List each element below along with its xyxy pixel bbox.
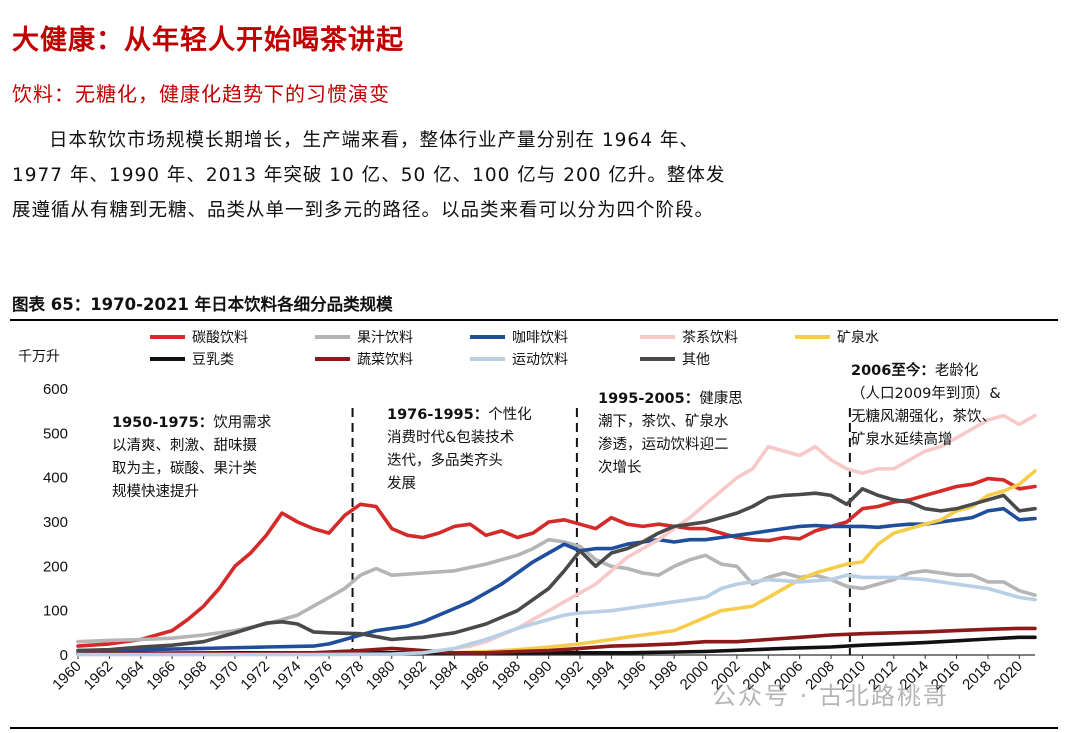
x-tick-label: 1966 xyxy=(143,658,179,694)
section-subtitle: 饮料：无糖化，健康化趋势下的习惯演变 xyxy=(12,82,390,106)
period-annotation-line: （人口2009年到顶）& xyxy=(851,385,1001,402)
period-annotation-line: 发展 xyxy=(387,475,416,492)
period-annotation-line: 次增长 xyxy=(598,459,642,476)
x-tick-label: 1984 xyxy=(426,658,462,694)
y-tick-label: 200 xyxy=(43,558,68,575)
x-tick-label: 1978 xyxy=(332,658,368,694)
period-annotation: 2006至今：老龄化 xyxy=(851,361,978,379)
series-line-碳酸饮料 xyxy=(76,476,1037,648)
y-tick-label: 500 xyxy=(43,425,68,442)
x-tick-label: 1972 xyxy=(237,658,273,694)
period-annotation-line: 矿泉水延续高增 xyxy=(851,431,953,448)
series-line-矿泉水 xyxy=(452,469,1037,655)
period-annotation-line: 渗透，运动饮料迎二 xyxy=(598,436,729,453)
period-annotation-line: 无糖风潮强化，茶饮、 xyxy=(851,408,996,425)
y-tick-label: 600 xyxy=(43,381,68,398)
period-annotation: 1995-2005：健康思 xyxy=(598,390,743,407)
period-annotation-line: 潮下，茶饮、矿泉水 xyxy=(598,413,729,430)
y-tick-label: 400 xyxy=(43,470,68,487)
x-tick-label: 1976 xyxy=(300,658,336,694)
x-tick-label: 2020 xyxy=(991,658,1027,694)
series-line-运动饮料 xyxy=(76,573,1037,657)
legend-label: 茶系饮料 xyxy=(682,330,738,346)
legend-label: 其他 xyxy=(682,352,710,368)
x-tick-label: 2018 xyxy=(959,658,995,694)
period-annotation-line: 规模快速提升 xyxy=(112,483,199,500)
legend-label: 果汁饮料 xyxy=(357,330,413,346)
x-tick-label: 1998 xyxy=(645,658,681,694)
y-tick-label: 0 xyxy=(60,647,68,664)
y-unit-label: 千万升 xyxy=(18,349,60,365)
figure-top-rule xyxy=(10,319,1058,321)
period-annotation-line: 以清爽、刺激、甜味摄 xyxy=(112,437,257,454)
period-annotation: 1976-1995：个性化 xyxy=(387,406,532,423)
series-line-其他 xyxy=(76,487,1037,653)
series-line-蔬菜饮料 xyxy=(76,626,1037,656)
legend-label: 蔬菜饮料 xyxy=(357,352,413,368)
period-annotation-line: 取为主，碳酸、果汁类 xyxy=(112,460,257,477)
x-tick-label: 1986 xyxy=(457,658,493,694)
legend-label: 豆乳类 xyxy=(192,352,234,368)
x-tick-label: 1994 xyxy=(583,658,619,694)
figure-bottom-rule xyxy=(10,727,1058,729)
series-line-茶系饮料 xyxy=(452,413,1037,651)
period-annotation-line: 消费时代&包装技术 xyxy=(387,429,514,446)
watermark: 公众号 · 古北路桃哥 xyxy=(712,682,949,710)
x-tick-label: 1988 xyxy=(488,658,524,694)
x-tick-label: 1974 xyxy=(269,658,305,694)
x-tick-label: 1982 xyxy=(394,658,430,694)
period-annotation: 1950-1975：饮用需求 xyxy=(112,414,272,431)
intro-paragraph: 日本软饮市场规模长期增长，生产端来看，整体行业产量分别在 1964 年、1977… xyxy=(12,130,726,221)
page-title: 大健康：从年轻人开始喝茶讲起 xyxy=(12,25,404,56)
x-tick-label: 1962 xyxy=(81,658,117,694)
legend-label: 运动饮料 xyxy=(512,352,568,368)
x-tick-label: 1980 xyxy=(363,658,399,694)
x-tick-label: 1964 xyxy=(112,658,148,694)
series-line-果汁饮料 xyxy=(76,537,1037,644)
y-tick-label: 100 xyxy=(43,603,68,620)
x-tick-label: 1968 xyxy=(175,658,211,694)
period-annotation-line: 迭代，多品类齐头 xyxy=(387,452,503,469)
x-tick-label: 2000 xyxy=(677,658,713,694)
x-tick-label: 1996 xyxy=(614,658,650,694)
figure-title: 图表 65：1970-2021 年日本饮料各细分品类规模 xyxy=(12,295,393,314)
y-tick-label: 300 xyxy=(43,514,68,531)
x-tick-label: 1992 xyxy=(551,658,587,694)
legend-label: 碳酸饮料 xyxy=(192,330,248,346)
x-tick-label: 1970 xyxy=(206,658,242,694)
legend-label: 矿泉水 xyxy=(837,329,879,346)
x-tick-label: 1990 xyxy=(520,658,556,694)
x-tick-label: 1960 xyxy=(49,658,85,694)
legend-label: 咖啡饮料 xyxy=(512,330,568,346)
